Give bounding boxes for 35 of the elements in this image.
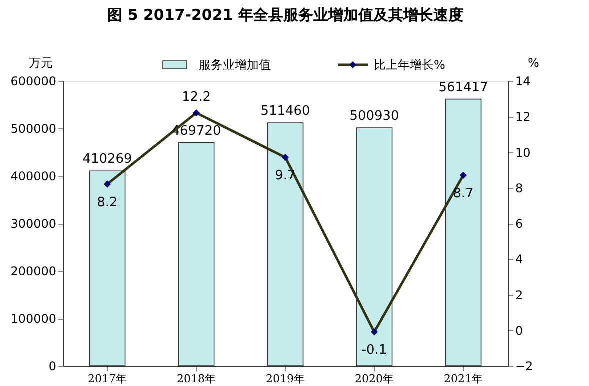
x-tick-label: 2019年 (266, 372, 305, 386)
y-tick-label: 0 (48, 360, 56, 374)
y-tick-label: 500000 (10, 122, 56, 136)
y2-axis-title: % (528, 56, 540, 70)
data-label: 511460 (260, 104, 310, 120)
x-tick-label: 2017年 (88, 372, 127, 386)
y-tick-label: 200000 (10, 264, 56, 278)
y-tick-label: 300000 (10, 217, 56, 231)
chart-title: 图 5 2017-2021 年全县服务业增加值及其增长速度 (108, 6, 464, 24)
y2-tick-label: 4 (516, 252, 524, 267)
y2-tick-label: 2 (516, 288, 524, 302)
data-label: 561417 (438, 80, 488, 96)
data-label: 410269 (82, 152, 132, 168)
legend-label: 服务业增加值 (199, 58, 271, 72)
data-label: 8.7 (453, 186, 474, 202)
y2-tick-label: 14 (516, 74, 531, 88)
y-tick-label: 400000 (10, 170, 56, 184)
data-label: -0.1 (362, 343, 388, 358)
x-tick-label: 2020年 (355, 372, 394, 386)
y2-tick-label: 10 (516, 146, 531, 160)
data-label: 8.2 (97, 195, 118, 210)
y2-tick-label: 6 (516, 217, 524, 231)
data-label: 500930 (350, 109, 400, 124)
data-label: 9.7 (275, 168, 296, 184)
y2-tick-label: 0 (516, 324, 524, 338)
y2-tick-label: 8 (516, 181, 524, 196)
x-tick-label: 2021年 (444, 372, 483, 386)
data-label: 12.2 (182, 90, 211, 106)
y2-tick-label: 12 (516, 110, 531, 124)
x-tick-label: 2018年 (177, 372, 216, 386)
legend-label: 比上年增长% (374, 58, 446, 72)
y-tick-label: 100000 (10, 312, 56, 326)
y-axis-title: 万元 (29, 56, 53, 70)
y2-tick-label: −2 (516, 360, 534, 374)
y-tick-label: 600000 (10, 74, 56, 88)
